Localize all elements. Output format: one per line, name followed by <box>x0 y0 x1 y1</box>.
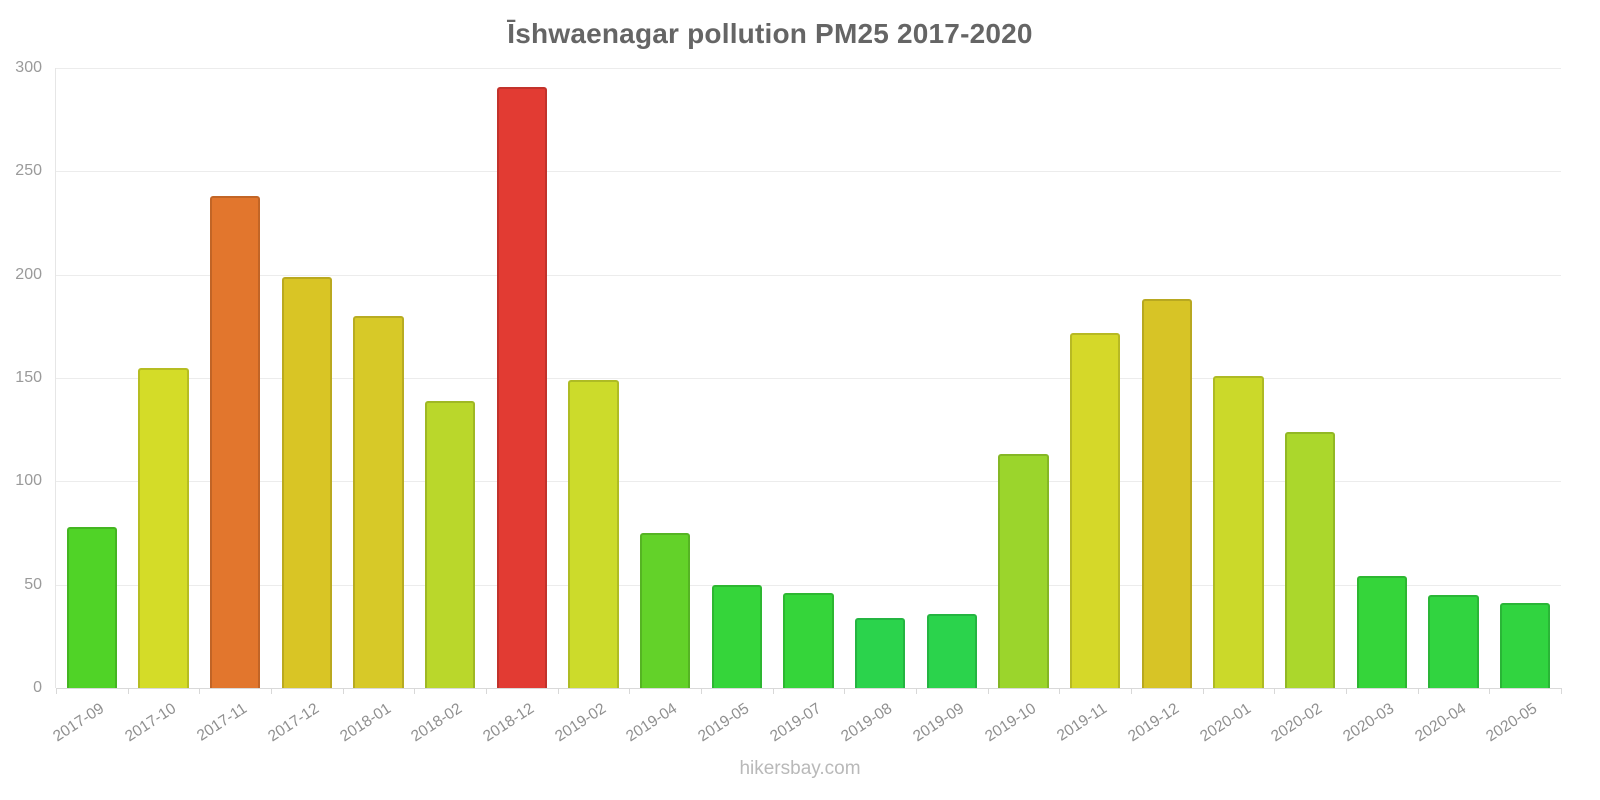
y-tick-label: 150 <box>15 369 42 386</box>
bar-2019-09[interactable] <box>926 613 977 688</box>
plot-area: 0 50 100 150 200 250 300 2017-09 2017-10 2017-11… <box>15 59 1562 745</box>
x-tick-mark <box>1131 688 1132 694</box>
x-tick-label: 2019-12 <box>1125 700 1183 746</box>
bar-2017-12[interactable] <box>281 276 332 688</box>
bar-2017-10[interactable] <box>138 367 189 688</box>
x-tick-label: 2020-02 <box>1268 700 1326 746</box>
gridline <box>56 378 1561 379</box>
bar-2018-02[interactable] <box>425 400 476 688</box>
x-tick-mark <box>629 688 631 694</box>
bar-2019-10[interactable] <box>998 454 1049 688</box>
x-tick-mark <box>199 688 201 694</box>
gridline <box>56 584 1561 586</box>
x-tick-label: 2018-02 <box>408 700 466 746</box>
x-tick-label: 2018-01 <box>336 700 394 746</box>
x-tick-mark <box>557 688 559 694</box>
x-tick-mark <box>1489 688 1491 694</box>
bar-2019-11[interactable] <box>1070 332 1121 688</box>
x-tick-label: 2019-08 <box>838 700 896 746</box>
bar-2019-05[interactable] <box>711 584 762 688</box>
y-tick-label: 50 <box>24 575 42 593</box>
bar-2019-02[interactable] <box>568 380 619 688</box>
bar-2019-12[interactable] <box>1141 299 1192 688</box>
bar-2018-01[interactable] <box>353 316 404 688</box>
x-tick-mark <box>414 688 416 694</box>
x-tick-mark <box>772 688 774 694</box>
x-tick-label: 2019-02 <box>551 700 609 746</box>
bar-2019-08[interactable] <box>855 617 906 688</box>
gridline <box>56 481 1561 483</box>
gridline <box>56 171 1561 173</box>
x-tick-label: 2019-04 <box>623 700 681 746</box>
bar-2020-04[interactable] <box>1428 595 1479 688</box>
bar-2017-09[interactable] <box>66 526 117 688</box>
x-tick-label: 2020-04 <box>1411 700 1469 746</box>
x-tick-mark <box>1059 688 1061 694</box>
x-tick-label: 2019-11 <box>1054 700 1111 745</box>
y-tick-label: 250 <box>15 162 42 180</box>
x-tick-mark <box>1202 688 1204 694</box>
x-tick-label: 2020-03 <box>1340 700 1398 746</box>
x-tick-label: 2019-09 <box>910 700 968 746</box>
x-tick-label: 2018-12 <box>480 700 538 746</box>
x-tick-mark <box>271 688 272 694</box>
x-tick-label: 2017-10 <box>121 700 179 746</box>
x-tick-label: 2019-05 <box>695 700 753 746</box>
chart-title: Īshwaenagar pollution PM25 2017-2020 <box>507 18 1033 49</box>
y-tick-label: 300 <box>15 59 42 76</box>
x-tick-mark <box>342 688 344 694</box>
x-tick-mark <box>916 688 917 694</box>
x-tick-mark <box>1346 688 1347 694</box>
x-tick-mark <box>987 688 989 694</box>
bar-2020-05[interactable] <box>1500 603 1551 688</box>
gridline <box>56 688 1561 689</box>
bar-2020-02[interactable] <box>1285 431 1336 688</box>
x-tick-label: 2019-07 <box>766 700 824 746</box>
x-tick-mark <box>701 688 702 694</box>
x-tick-mark <box>486 688 487 694</box>
bar-2018-12[interactable] <box>496 86 547 688</box>
x-tick-label: 2017-12 <box>265 700 323 746</box>
watermark: hikersbay.com <box>739 758 861 779</box>
gridline <box>56 274 1561 276</box>
x-tick-label: 2020-05 <box>1483 700 1541 746</box>
x-tick-mark <box>1274 688 1276 694</box>
x-tick-mark <box>127 688 129 694</box>
x-tick-mark <box>1561 688 1562 694</box>
bar-2020-01[interactable] <box>1213 375 1264 688</box>
y-tick-label: 100 <box>15 472 42 490</box>
x-tick-label: 2017-11 <box>194 700 251 745</box>
x-tick-mark <box>844 688 846 694</box>
bar-2019-07[interactable] <box>783 592 834 688</box>
x-tick-label: 2020-01 <box>1196 700 1254 746</box>
gridline <box>56 68 1561 69</box>
y-tick-label: 0 <box>33 679 42 696</box>
bar-2019-04[interactable] <box>640 533 691 688</box>
x-tick-mark <box>56 688 57 694</box>
y-tick-label: 200 <box>15 265 42 283</box>
x-tick-label: 2019-10 <box>981 700 1039 746</box>
bar-2020-03[interactable] <box>1356 576 1407 688</box>
bar-2017-11[interactable] <box>210 196 261 688</box>
x-tick-mark <box>1417 688 1419 694</box>
x-tick-label: 2017-09 <box>50 700 108 746</box>
